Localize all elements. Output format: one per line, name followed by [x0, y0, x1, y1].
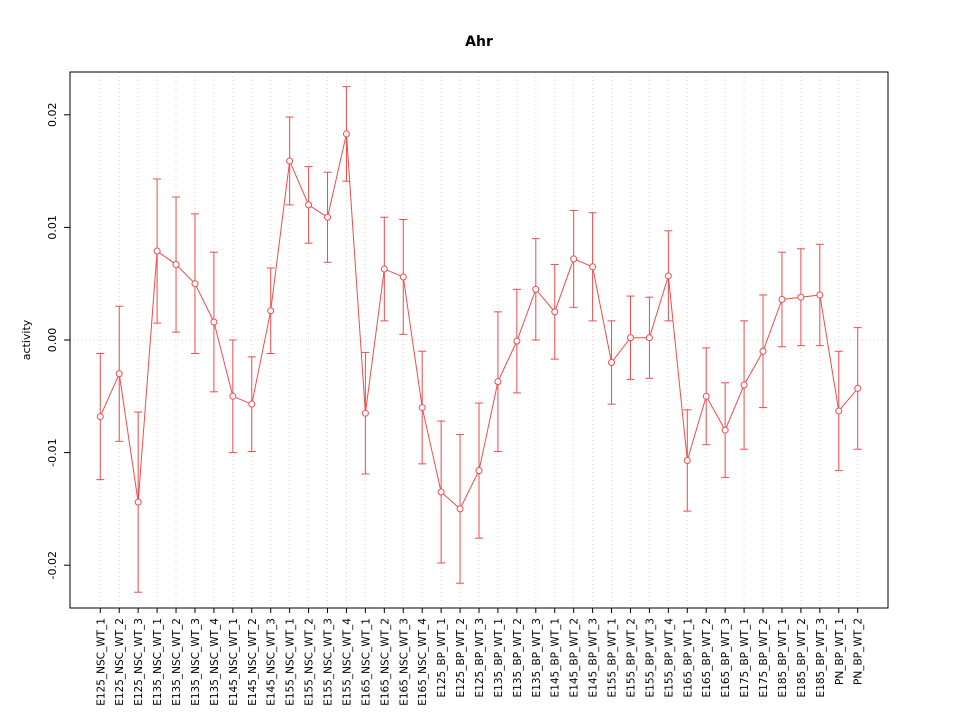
x-tick-label: E165_NSC_WT_3: [398, 618, 410, 706]
x-tick-label: E125_BP_WT_1: [436, 618, 448, 697]
data-point: [399, 273, 407, 281]
x-tick-label: E185_BP_WT_3: [815, 618, 827, 697]
x-tick-label: E165_NSC_WT_2: [379, 618, 391, 706]
data-point: [172, 261, 180, 269]
data-point: [797, 293, 805, 301]
data-point: [551, 308, 559, 316]
x-axis: E125_NSC_WT_1 E125_NSC_WT_2 E125_NSC_WT_3 E…: [95, 608, 865, 706]
data-point: [437, 488, 445, 496]
data-point: [134, 498, 142, 506]
y-axis-title: activity: [20, 319, 33, 360]
x-tick-label: E125_BP_WT_3: [474, 618, 486, 697]
x-tick-label: E165_BP_WT_2: [701, 618, 713, 697]
x-tick-label: E155_NSC_WT_4: [341, 618, 353, 706]
x-tick-label: E155_BP_WT_1: [607, 618, 619, 697]
x-tick-label: E175_BP_WT_2: [758, 618, 770, 697]
data-point: [721, 426, 729, 434]
data-point: [248, 400, 256, 408]
y-tick-label: 0.00: [46, 328, 59, 353]
x-tick-label: E145_NSC_WT_3: [266, 618, 278, 706]
data-point: [361, 409, 369, 417]
data-point: [305, 201, 313, 209]
x-tick-label: E145_BP_WT_3: [588, 618, 600, 697]
x-tick-label: E145_NSC_WT_2: [247, 618, 259, 706]
x-tick-label: E155_BP_WT_3: [644, 618, 656, 697]
x-tick-label: PN_BP_WT_2: [853, 618, 865, 685]
data-point: [229, 392, 237, 400]
data-point: [626, 334, 634, 342]
error-bars: [96, 86, 862, 593]
data-point: [115, 370, 123, 378]
x-tick-label: E175_BP_WT_1: [739, 618, 751, 697]
data-point: [702, 392, 710, 400]
data-point: [324, 213, 332, 221]
data-point: [418, 404, 426, 412]
data-point: [759, 347, 767, 355]
x-tick-label: E125_NSC_WT_1: [95, 618, 107, 706]
x-tick-label: E135_BP_WT_2: [512, 618, 524, 697]
x-tick-label: E125_NSC_WT_3: [133, 618, 145, 706]
x-tick-label: E155_NSC_WT_2: [304, 618, 316, 706]
data-point: [456, 505, 464, 513]
x-tick-label: E135_NSC_WT_2: [171, 618, 183, 706]
y-tick-label: -0.02: [46, 551, 59, 579]
x-tick-label: E125_BP_WT_2: [455, 618, 467, 697]
data-point: [210, 318, 218, 326]
x-tick-label: E135_NSC_WT_4: [209, 618, 221, 706]
data-point: [513, 337, 521, 345]
x-tick-label: E145_BP_WT_2: [569, 618, 581, 697]
data-point: [267, 307, 275, 315]
x-tick-label: E135_NSC_WT_3: [190, 618, 202, 706]
data-point: [286, 157, 294, 165]
x-tick-label: E155_NSC_WT_1: [285, 618, 297, 706]
x-tick-label: E185_BP_WT_1: [777, 618, 789, 697]
data-point: [740, 381, 748, 389]
x-tick-label: E165_BP_WT_1: [682, 618, 694, 697]
x-tick-label: E165_NSC_WT_4: [417, 618, 429, 706]
data-point: [664, 272, 672, 280]
data-point: [608, 359, 616, 367]
data-point: [570, 255, 578, 263]
data-point: [589, 263, 597, 271]
x-tick-label: E155_BP_WT_4: [663, 618, 675, 698]
data-point: [494, 378, 502, 386]
data-point: [342, 130, 350, 138]
data-point: [96, 413, 104, 421]
y-tick-label: 0.02: [46, 103, 59, 128]
y-tick-label: 0.01: [46, 215, 59, 240]
data-point: [645, 334, 653, 342]
x-tick-label: E165_BP_WT_3: [720, 618, 732, 697]
data-point: [816, 291, 824, 299]
data-point: [835, 407, 843, 415]
x-tick-label: E185_BP_WT_2: [796, 618, 808, 697]
data-point: [532, 285, 540, 293]
x-tick-label: E145_BP_WT_1: [550, 618, 562, 697]
x-tick-label: E155_BP_WT_2: [625, 618, 637, 697]
data-point: [380, 265, 388, 273]
data-point: [153, 247, 161, 255]
data-points: [96, 130, 862, 513]
x-tick-label: PN_BP_WT_1: [834, 618, 846, 685]
chart-title: Ahr: [465, 34, 493, 50]
data-point: [854, 384, 862, 392]
data-point: [778, 295, 786, 303]
data-point: [683, 456, 691, 464]
x-tick-label: E125_NSC_WT_2: [114, 618, 126, 706]
x-tick-label: E165_NSC_WT_1: [360, 618, 372, 706]
x-tick-label: E145_NSC_WT_1: [228, 618, 240, 706]
x-tick-label: E135_BP_WT_3: [531, 618, 543, 697]
data-point: [475, 467, 483, 475]
x-tick-label: E135_NSC_WT_1: [152, 618, 164, 706]
x-tick-label: E155_NSC_WT_3: [323, 618, 335, 706]
y-axis: -0.02 -0.01 0.00 0.01 0.02: [46, 103, 70, 579]
y-tick-label: -0.01: [46, 438, 59, 466]
data-point: [191, 280, 199, 288]
x-tick-label: E135_BP_WT_1: [493, 618, 505, 697]
